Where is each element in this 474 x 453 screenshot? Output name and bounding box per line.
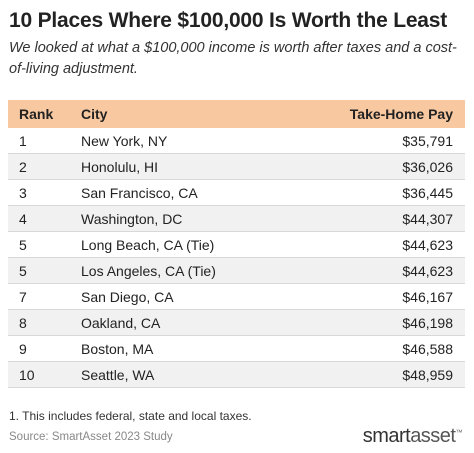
- table-cell: 4: [8, 205, 81, 232]
- table-row: 7 San Diego, CA $46,167: [8, 283, 465, 310]
- table: Rank City Take-Home Pay 1 New York, NY $35,7…: [8, 100, 465, 388]
- table-cell: 5: [8, 257, 81, 284]
- table-cell: Long Beach, CA (Tie): [81, 231, 289, 258]
- table-cell: $46,588: [288, 335, 465, 362]
- table-cell: Honolulu, HI: [81, 153, 289, 180]
- table-cell: San Diego, CA: [81, 283, 289, 310]
- table-cell: $35,791: [288, 128, 465, 154]
- table-cell: $44,623: [288, 231, 465, 258]
- subtitle: We looked at what a $100,000 income is w…: [9, 40, 457, 77]
- column-header: City: [81, 100, 289, 128]
- table-cell: 5: [8, 231, 81, 258]
- table-row: 10 Seattle, WA $48,959: [8, 361, 465, 388]
- table-cell: $48,959: [288, 361, 465, 388]
- table-cell: 3: [8, 179, 81, 206]
- table-cell: New York, NY: [81, 128, 289, 154]
- table-cell: $36,026: [288, 153, 465, 180]
- table-cell: 9: [8, 335, 81, 362]
- footnote: 1. This includes federal, state and loca…: [9, 409, 252, 423]
- table-cell: Oakland, CA: [81, 309, 289, 336]
- table-cell: 10: [8, 361, 81, 388]
- table-cell: Washington, DC: [81, 205, 289, 232]
- column-header: Rank: [8, 100, 81, 128]
- table-cell: $44,307: [288, 205, 465, 232]
- table-row: 2 Honolulu, HI $36,026: [8, 153, 465, 180]
- logo-main: smart: [362, 425, 411, 447]
- table-row: 5 Long Beach, CA (Tie) $44,623: [8, 231, 465, 258]
- table-cell: 1: [8, 128, 81, 154]
- header-row: Rank City Take-Home Pay: [8, 100, 465, 128]
- title: 10 Places Where $100,000 Is Worth the Le…: [9, 9, 448, 32]
- table-cell: Los Angeles, CA (Tie): [81, 257, 289, 284]
- table-body: 1 New York, NY $35,791 2 Honolulu, HI $36,026…: [8, 128, 465, 388]
- logo: smartasset™: [362, 425, 463, 448]
- table-cell: $46,167: [288, 283, 465, 310]
- table-row: 8 Oakland, CA $46,198: [8, 309, 465, 336]
- table-cell: 8: [8, 309, 81, 336]
- table-cell: $36,445: [288, 179, 465, 206]
- table-cell: Seattle, WA: [81, 361, 289, 388]
- logo-mark: ™: [455, 429, 463, 437]
- table-cell: $46,198: [288, 309, 465, 336]
- logo-accent: asset: [410, 425, 456, 447]
- source: Source: SmartAsset 2023 Study: [9, 431, 173, 443]
- table-row: 3 San Francisco, CA $36,445: [8, 179, 465, 206]
- table-cell: 2: [8, 153, 81, 180]
- table-row: 5 Los Angeles, CA (Tie) $44,623: [8, 257, 465, 284]
- table-row: 4 Washington, DC $44,307: [8, 205, 465, 232]
- column-header: Take-Home Pay: [288, 100, 465, 128]
- table-row: 1 New York, NY $35,791: [8, 128, 465, 154]
- table-cell: 7: [8, 283, 81, 310]
- table-row: 9 Boston, MA $46,588: [8, 335, 465, 362]
- table-cell: San Francisco, CA: [81, 179, 289, 206]
- table-cell: Boston, MA: [81, 335, 289, 362]
- table-cell: $44,623: [288, 257, 465, 284]
